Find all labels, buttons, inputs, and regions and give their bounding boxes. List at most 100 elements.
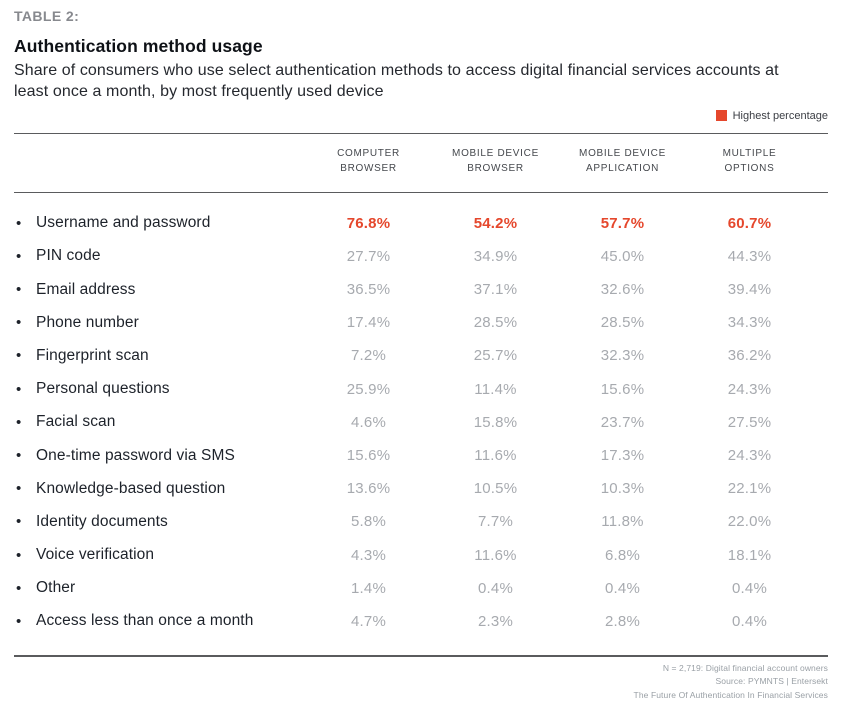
column-header-line: BROWSER xyxy=(467,163,524,175)
value-cell: 57.7% xyxy=(600,214,645,232)
value-cell: 2.3% xyxy=(478,612,513,630)
column-header-line: MOBILE DEVICE xyxy=(452,147,539,159)
bullet-icon: • xyxy=(16,247,22,265)
value-cell: 45.0% xyxy=(600,247,645,265)
row-label: Username and password xyxy=(36,214,211,232)
highest-percentage-swatch-icon xyxy=(715,110,727,122)
legend-label: Highest percentage xyxy=(732,109,828,122)
row-label: Voice verification xyxy=(36,546,155,564)
value-cell: 2.8% xyxy=(605,612,640,630)
value-cell: 18.1% xyxy=(727,546,772,564)
bullet-icon: • xyxy=(16,214,22,232)
value-cell: 13.6% xyxy=(346,480,391,498)
bullet-icon: • xyxy=(16,513,22,531)
value-cell: 11.8% xyxy=(601,513,644,531)
value-cell: 32.6% xyxy=(600,281,645,299)
value-cell: 15.6% xyxy=(346,447,391,464)
value-cell: 17.4% xyxy=(346,314,391,332)
column-header-line: APPLICATION xyxy=(585,163,660,175)
bottom-divider xyxy=(14,655,828,658)
value-cell: 25.9% xyxy=(346,380,391,398)
bullet-icon: • xyxy=(16,546,22,564)
column-header-line: OPTIONS xyxy=(724,163,775,175)
value-cell: 15.6% xyxy=(600,380,645,398)
value-cell: 11.4% xyxy=(474,380,517,398)
bullet-icon: • xyxy=(16,579,22,597)
value-cell: 39.4% xyxy=(727,281,772,299)
table-row: • Other 1.4% 0.4% 0.4% 0.4% xyxy=(14,572,828,605)
value-cell: 6.8% xyxy=(605,546,640,564)
value-cell: 1.4% xyxy=(351,579,386,597)
value-cell: 0.4% xyxy=(732,579,767,597)
value-cell: 32.3% xyxy=(600,347,645,365)
row-label: One-time password via SMS xyxy=(36,446,235,464)
column-header-multiple-options: MULTIPLE OPTIONS xyxy=(686,146,813,177)
value-cell: 10.5% xyxy=(473,480,518,498)
value-cell: 28.5% xyxy=(600,314,645,332)
bullet-icon: • xyxy=(16,314,22,332)
row-label: Identity documents xyxy=(36,512,168,530)
column-header-computer-browser: COMPUTER BROWSER xyxy=(305,146,432,177)
row-label: PIN code xyxy=(36,247,101,265)
value-cell: 0.4% xyxy=(605,579,640,597)
source-note: N = 2,719: Digital financial account own… xyxy=(14,662,828,702)
bullet-icon: • xyxy=(16,447,22,464)
value-cell: 54.2% xyxy=(473,214,518,232)
row-label-column-spacer xyxy=(14,146,305,177)
table-row: • Identity documents 5.8% 7.7% 11.8% 22.… xyxy=(14,505,828,538)
report-title-line: The Future Of Authentication In Financia… xyxy=(633,689,828,700)
column-header-line: MULTIPLE xyxy=(722,147,777,159)
table-body: • Username and password 76.8% 54.2% 57.7… xyxy=(14,193,828,638)
column-header-line: COMPUTER xyxy=(337,147,400,159)
column-header-line: MOBILE DEVICE xyxy=(579,147,666,159)
figure-title: Authentication method usage xyxy=(14,36,263,56)
bullet-icon: • xyxy=(16,480,22,498)
table-row: • Voice verification 4.3% 11.6% 6.8% 18.… xyxy=(14,538,828,571)
value-cell: 22.0% xyxy=(727,513,772,531)
value-cell: 4.6% xyxy=(351,413,386,431)
value-cell: 11.6% xyxy=(474,546,517,564)
value-cell: 34.9% xyxy=(473,247,518,265)
value-cell: 44.3% xyxy=(727,247,772,265)
row-label: Knowledge-based question xyxy=(36,479,226,497)
bullet-icon: • xyxy=(16,612,22,630)
value-cell: 25.7% xyxy=(473,347,518,365)
value-cell: 23.7% xyxy=(600,413,645,431)
value-cell: 28.5% xyxy=(473,314,518,332)
value-cell: 60.7% xyxy=(727,214,772,232)
column-header-mobile-device-browser: MOBILE DEVICE BROWSER xyxy=(432,146,559,177)
value-cell: 7.7% xyxy=(478,513,513,531)
value-cell: 24.3% xyxy=(727,380,772,398)
value-cell: 36.5% xyxy=(346,281,391,299)
row-label: Fingerprint scan xyxy=(36,346,149,364)
value-cell: 15.8% xyxy=(473,413,518,431)
value-cell: 24.3% xyxy=(727,447,772,464)
value-cell: 37.1% xyxy=(473,281,518,299)
bullet-icon: • xyxy=(16,281,22,299)
row-label: Phone number xyxy=(36,313,139,331)
legend: Highest percentage xyxy=(14,109,828,123)
value-cell: 5.8% xyxy=(351,513,386,531)
value-cell: 17.3% xyxy=(600,447,645,464)
table-row: • Knowledge-based question 13.6% 10.5% 1… xyxy=(14,472,828,505)
value-cell: 0.4% xyxy=(732,612,767,630)
table-row: • Fingerprint scan 7.2% 25.7% 32.3% 36.2… xyxy=(14,339,828,372)
table-row: • Username and password 76.8% 54.2% 57.7… xyxy=(14,207,828,240)
sample-note: N = 2,719: Digital financial account own… xyxy=(662,663,828,674)
value-cell: 4.3% xyxy=(351,546,386,564)
value-cell: 22.1% xyxy=(727,480,772,498)
value-cell: 27.7% xyxy=(346,247,391,265)
table-row: • Personal questions 25.9% 11.4% 15.6% 2… xyxy=(14,373,828,406)
row-label: Other xyxy=(36,579,76,597)
column-header-line: BROWSER xyxy=(340,163,397,175)
value-cell: 4.7% xyxy=(351,612,386,630)
value-cell: 34.3% xyxy=(727,314,772,332)
value-cell: 76.8% xyxy=(346,214,391,232)
bullet-icon: • xyxy=(16,413,22,431)
figure-subtitle: Share of consumers who use select authen… xyxy=(14,62,779,100)
table-row: • Email address 36.5% 37.1% 32.6% 39.4% xyxy=(14,273,828,306)
table-number-label: TABLE 2: xyxy=(14,8,80,24)
table-row: • Access less than once a month 4.7% 2.3… xyxy=(14,605,828,638)
row-label: Access less than once a month xyxy=(36,612,254,630)
